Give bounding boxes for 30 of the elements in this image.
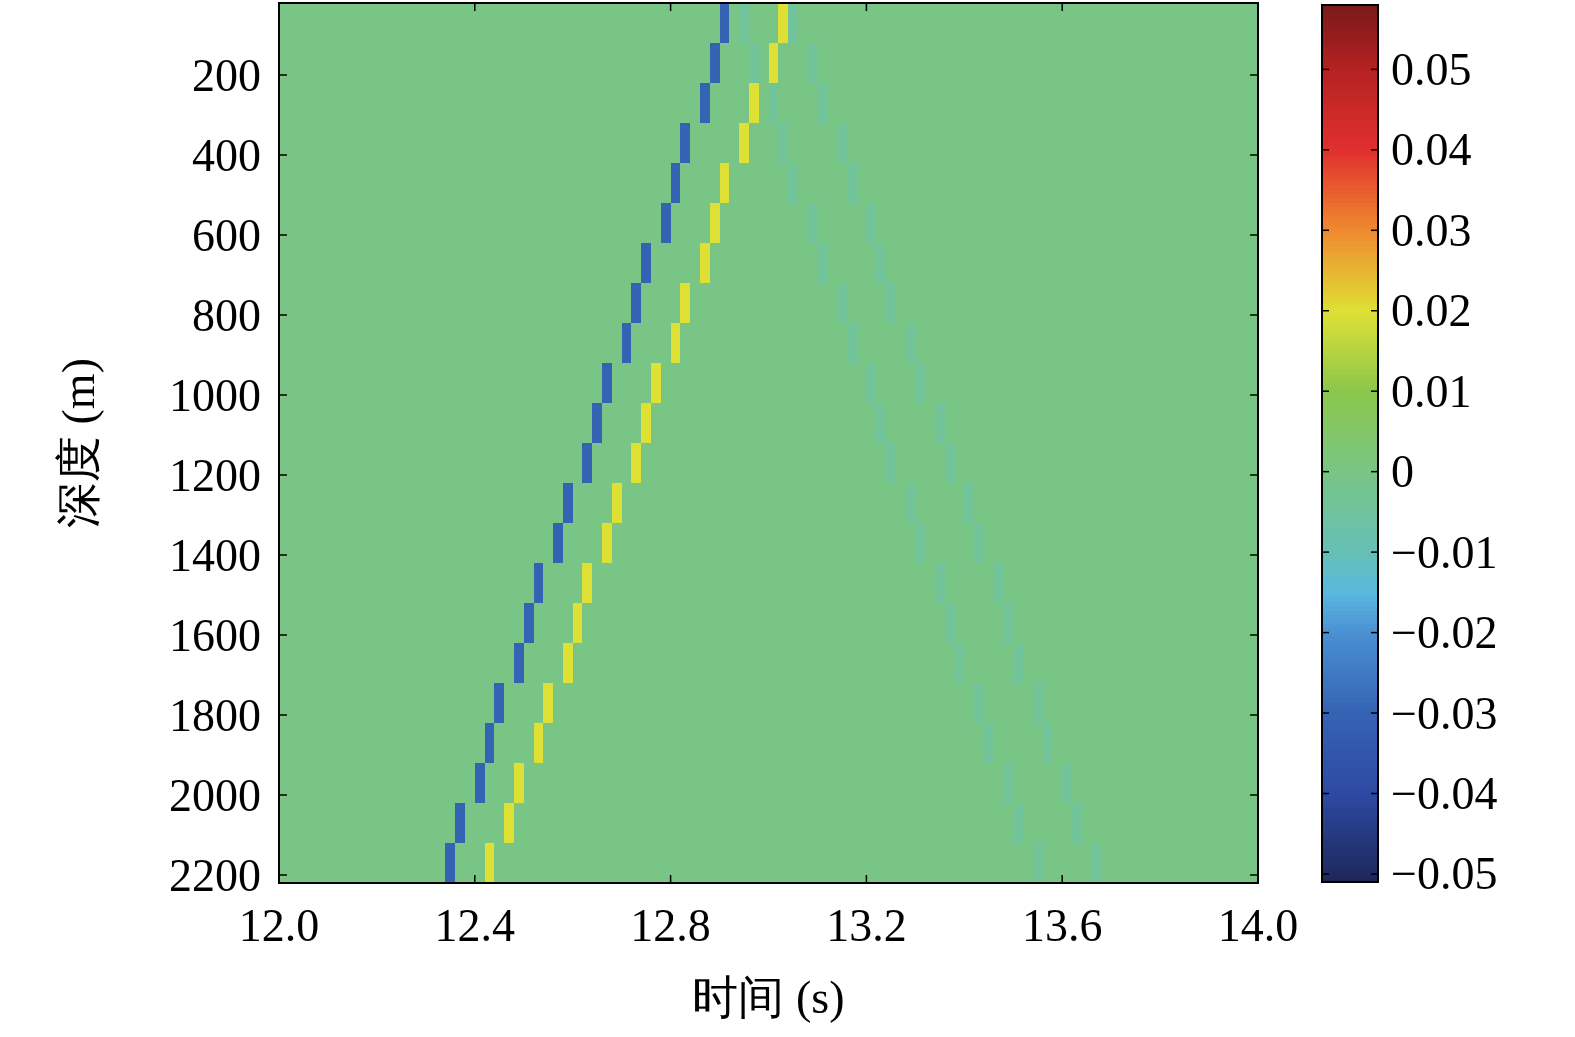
color-bar-label: 0.03 bbox=[1391, 204, 1472, 256]
x-axis-title: 时间 (s) bbox=[692, 972, 845, 1023]
color-bar-label: −0.01 bbox=[1391, 526, 1498, 578]
x-tick-label: 13.2 bbox=[826, 900, 907, 951]
x-tick-label: 12.4 bbox=[434, 900, 516, 951]
color-bar-label: −0.05 bbox=[1391, 848, 1498, 900]
x-tick-label: 12.8 bbox=[630, 900, 711, 951]
y-tick-label: 1800 bbox=[169, 689, 261, 741]
y-axis-title: 深度 (m) bbox=[52, 358, 104, 528]
y-tick-label: 800 bbox=[192, 289, 261, 341]
y-tick-label: 1200 bbox=[169, 449, 261, 501]
y-tick-label: 400 bbox=[192, 129, 261, 181]
x-tick-label: 13.6 bbox=[1021, 900, 1103, 951]
x-tick-label: 12.0 bbox=[238, 900, 320, 951]
color-bar-label: 0.02 bbox=[1391, 285, 1472, 337]
color-bar-label: 0.04 bbox=[1391, 124, 1472, 176]
y-tick-label: 600 bbox=[192, 209, 261, 261]
y-tick-label: 2200 bbox=[169, 849, 261, 901]
color-bar-label: −0.04 bbox=[1391, 768, 1498, 819]
y-tick-label: 1000 bbox=[169, 369, 261, 421]
color-bar-label: 0 bbox=[1391, 446, 1414, 498]
y-tick-label: 1400 bbox=[169, 529, 261, 581]
color-bar-label: 0.01 bbox=[1391, 365, 1472, 417]
y-tick-label: 1600 bbox=[169, 609, 261, 661]
color-bar-label: 0.05 bbox=[1391, 43, 1472, 95]
x-tick-label: 14.0 bbox=[1217, 900, 1299, 951]
color-bar-label: −0.03 bbox=[1391, 687, 1498, 739]
y-tick-label: 2000 bbox=[169, 769, 261, 821]
y-tick-label: 200 bbox=[192, 49, 261, 101]
color-bar-label: −0.02 bbox=[1391, 607, 1498, 659]
